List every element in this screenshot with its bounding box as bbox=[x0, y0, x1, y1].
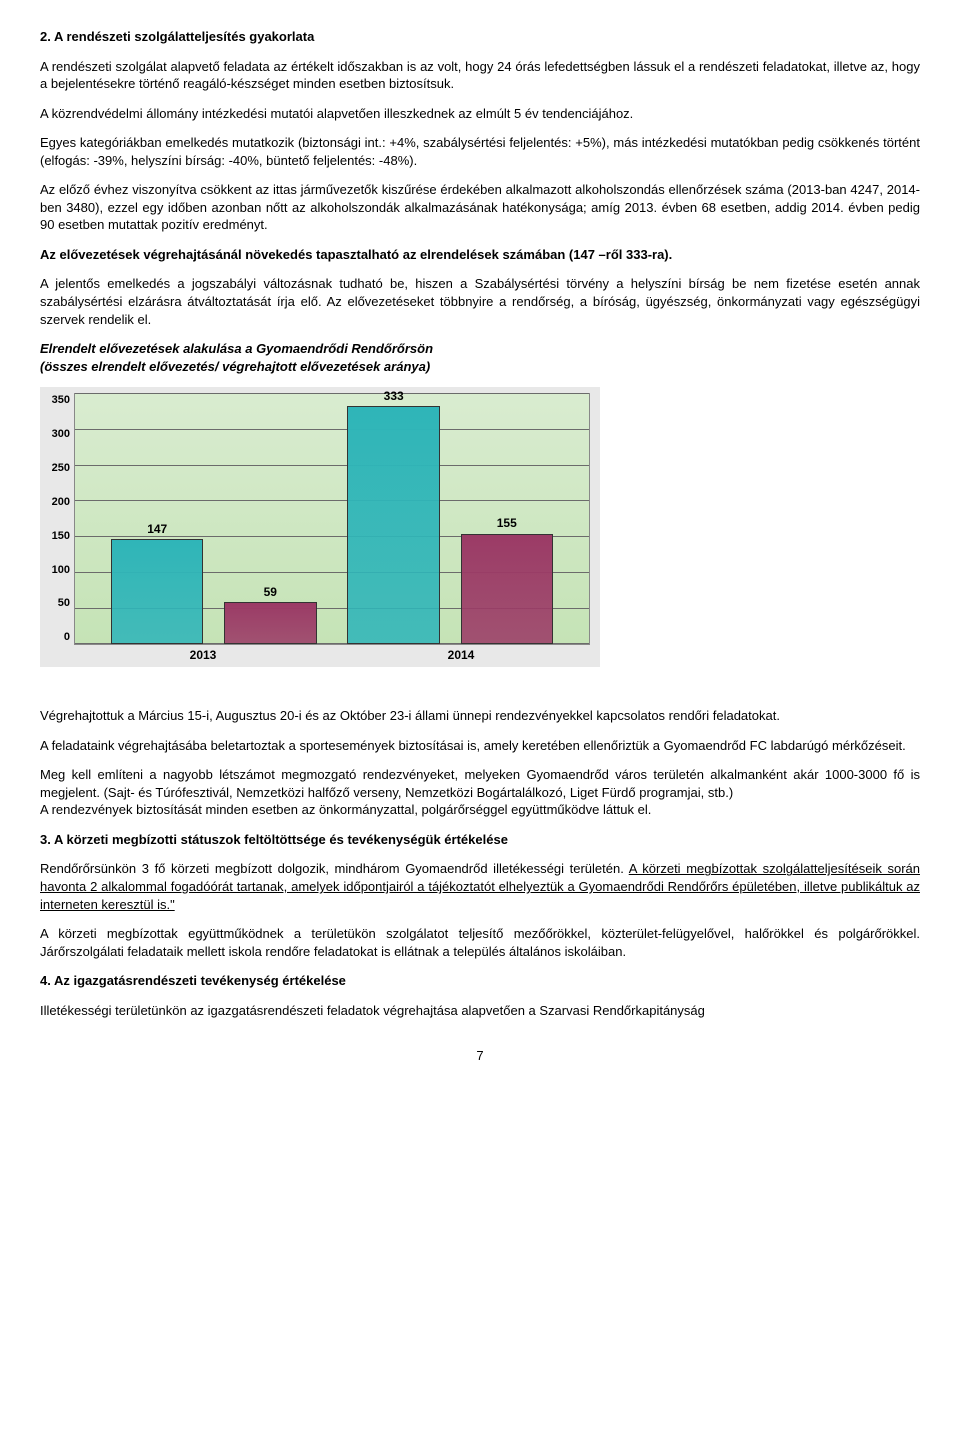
para: A közrendvédelmi állomány intézkedési mu… bbox=[40, 105, 920, 123]
xtick: 2014 bbox=[332, 647, 590, 667]
chart-x-axis: 2013 2014 bbox=[74, 647, 590, 667]
ytick: 350 bbox=[52, 393, 70, 408]
chart-plot-area: 14759333155 bbox=[74, 393, 590, 645]
para: Meg kell említeni a nagyobb létszámot me… bbox=[40, 766, 920, 801]
ytick: 150 bbox=[52, 529, 70, 544]
para: Illetékességi területünkön az igazgatásr… bbox=[40, 1002, 920, 1020]
chart-bar-label: 333 bbox=[347, 388, 440, 404]
chart-title-line2: (összes elrendelt elővezetés/ végrehajto… bbox=[40, 358, 920, 376]
xtick: 2013 bbox=[74, 647, 332, 667]
chart-y-axis: 350 300 250 200 150 100 50 0 bbox=[40, 387, 74, 667]
para: A körzeti megbízottak együttműködnek a t… bbox=[40, 925, 920, 960]
ytick: 50 bbox=[58, 596, 70, 611]
para: A feladataink végrehajtásába beletartozt… bbox=[40, 737, 920, 755]
section-2-title: 2. A rendészeti szolgálatteljesítés gyak… bbox=[40, 28, 920, 46]
para: Az előző évhez viszonyítva csökkent az i… bbox=[40, 181, 920, 234]
para: A jelentős emelkedés a jogszabályi válto… bbox=[40, 275, 920, 328]
ytick: 250 bbox=[52, 461, 70, 476]
chart-bar bbox=[111, 539, 204, 644]
chart-bar bbox=[347, 406, 440, 644]
chart-bar-label: 59 bbox=[224, 584, 317, 600]
ytick: 100 bbox=[52, 563, 70, 578]
page-number: 7 bbox=[40, 1047, 920, 1065]
chart-bar bbox=[461, 534, 554, 645]
para-bold: Az elővezetések végrehajtásánál növekedé… bbox=[40, 246, 920, 264]
para: A rendészeti szolgálat alapvető feladata… bbox=[40, 58, 920, 93]
bar-chart: 350 300 250 200 150 100 50 0 147 59 333 155… bbox=[40, 387, 600, 667]
para: Egyes kategóriákban emelkedés mutatkozik… bbox=[40, 134, 920, 169]
ytick: 200 bbox=[52, 495, 70, 510]
chart-bar-label: 147 bbox=[111, 521, 204, 537]
chart-title-line1: Elrendelt elővezetések alakulása a Gyoma… bbox=[40, 340, 920, 358]
chart-bar-label: 155 bbox=[461, 515, 554, 531]
para: Végrehajtottuk a Március 15-i, Augusztus… bbox=[40, 707, 920, 725]
section-4-title: 4. Az igazgatásrendészeti tevékenység ér… bbox=[40, 972, 920, 990]
text-run: Rendőrőrsünkön 3 fő körzeti megbízott do… bbox=[40, 861, 629, 876]
section-3-title: 3. A körzeti megbízotti státuszok feltöl… bbox=[40, 831, 920, 849]
chart-bar bbox=[224, 602, 317, 644]
para: Rendőrőrsünkön 3 fő körzeti megbízott do… bbox=[40, 860, 920, 913]
chart-container: 350 300 250 200 150 100 50 0 147 59 333 155… bbox=[40, 387, 920, 667]
ytick: 0 bbox=[64, 630, 70, 645]
ytick: 300 bbox=[52, 427, 70, 442]
para: A rendezvények biztosítását minden esetb… bbox=[40, 801, 920, 819]
